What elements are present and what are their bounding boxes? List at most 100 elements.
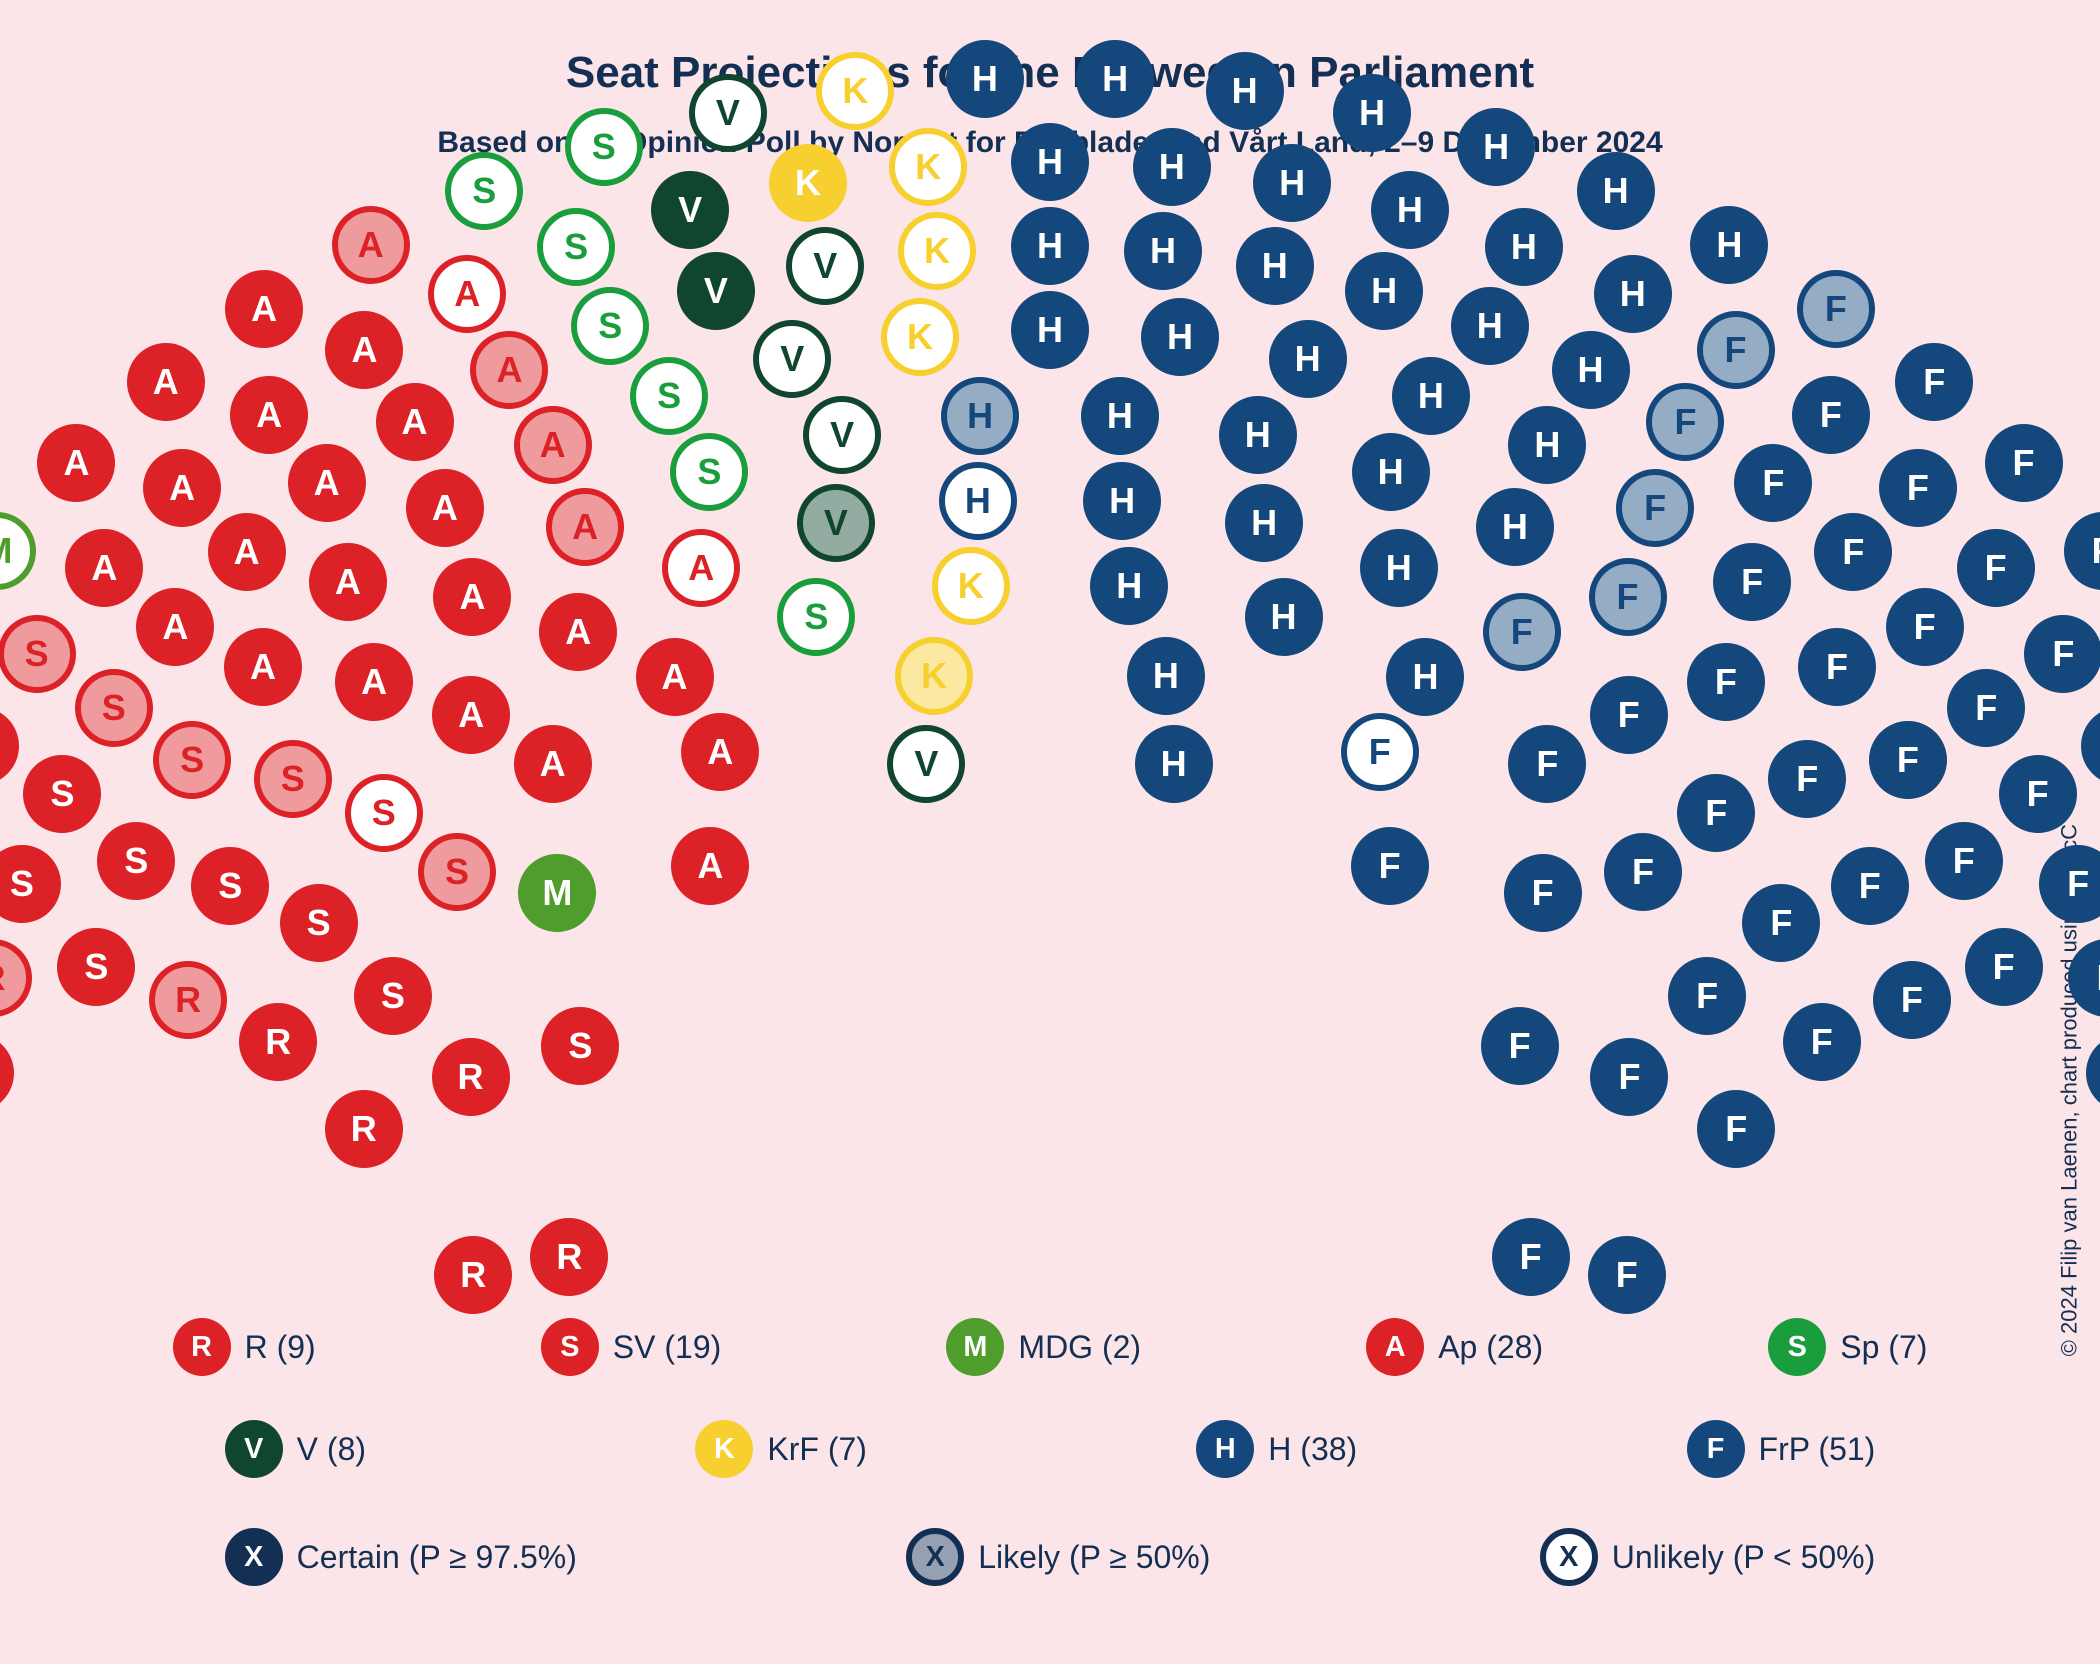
seat-frp: F [1925,822,2003,900]
legend-label: H (38) [1268,1431,1357,1468]
seat-ap: A [332,206,410,284]
seat-ap: A [143,449,221,527]
legend-entry-frp: FFrP (51) [1687,1420,1876,1478]
seat-r: R [0,939,32,1017]
seat-frp: F [2064,512,2100,590]
seat-ap: A [428,255,506,333]
seat-mdg: M [0,512,36,590]
legend-label: Likely (P ≥ 50%) [978,1539,1210,1576]
seat-frp: F [1783,1003,1861,1081]
seat-h: H [1371,171,1449,249]
legend-certainty-certain: XCertain (P ≥ 97.5%) [225,1528,577,1586]
legend-swatch: S [541,1318,599,1376]
seat-sv: S [153,721,231,799]
seat-ap: A [208,513,286,591]
seat-r: R [325,1090,403,1168]
seat-frp: F [1965,928,2043,1006]
seat-frp: F [1869,721,1947,799]
seat-frp: F [1481,1007,1559,1085]
seat-sp: S [630,357,708,435]
seat-v: V [887,725,965,803]
seat-frp: F [1616,469,1694,547]
seat-krf: K [769,144,847,222]
seat-r: R [149,961,227,1039]
seat-h: H [1345,252,1423,330]
seat-r: R [239,1003,317,1081]
seat-h: H [1577,152,1655,230]
seat-sv: S [191,847,269,925]
seat-frp: F [1668,957,1746,1035]
legend-swatch: X [225,1528,283,1586]
seat-frp: F [1831,847,1909,925]
seat-sv: S [75,669,153,747]
legend-entry-h: HH (38) [1196,1420,1357,1478]
seat-h: H [1206,52,1284,130]
legend-label: Ap (28) [1438,1329,1543,1366]
legend-label: SV (19) [613,1329,721,1366]
seat-h: H [1352,433,1430,511]
seat-frp: F [1985,424,2063,502]
seat-ap: A [65,529,143,607]
seat-frp: F [1351,827,1429,905]
seat-v: V [797,484,875,562]
seat-h: H [1485,208,1563,286]
seat-sp: S [670,433,748,511]
legend-swatch: V [225,1420,283,1478]
legend-swatch: X [906,1528,964,1586]
seat-h: H [1219,396,1297,474]
seat-sv: S [0,707,19,785]
seat-krf: K [932,547,1010,625]
seat-h: H [1333,74,1411,152]
seat-frp: F [1687,643,1765,721]
seat-h: H [1690,206,1768,284]
seat-frp: F [1713,543,1791,621]
seat-ap: A [636,638,714,716]
legend-party-row: VV (8)KKrF (7)HH (38)FFrP (51) [60,1420,2040,1478]
seat-ap: A [539,593,617,671]
legend-swatch: F [1687,1420,1745,1478]
seat-v: V [786,227,864,305]
legend-swatch: A [1366,1318,1424,1376]
seat-h: H [1457,108,1535,186]
legend-entry-r: RR (9) [173,1318,316,1376]
seat-sv: S [23,755,101,833]
seat-frp: F [1797,270,1875,348]
chart-root: Seat Projections for the Norwegian Parli… [0,0,2100,1664]
seat-h: H [1133,128,1211,206]
seat-h: H [1269,320,1347,398]
seat-ap: A [224,628,302,706]
legend-label: Sp (7) [1840,1329,1927,1366]
seat-frp: F [1742,884,1820,962]
legend-certainty-row: XCertain (P ≥ 97.5%)XLikely (P ≥ 50%)XUn… [60,1528,2040,1586]
seat-h: H [1127,637,1205,715]
legend-entry-mdg: MMDG (2) [946,1318,1141,1376]
legend-entry-ap: A Ap (28) [1366,1318,1543,1376]
legend-certainty-likely: X Likely (P ≥ 50%) [906,1528,1210,1586]
seat-h: H [1011,291,1089,369]
seat-ap: A [37,424,115,502]
seat-frp: F [1504,854,1582,932]
seat-ap: A [309,543,387,621]
seat-h: H [1552,331,1630,409]
seat-h: H [1360,529,1438,607]
seat-h: H [1508,406,1586,484]
seat-frp: F [1814,513,1892,591]
seat-frp: F [1873,961,1951,1039]
seat-sv: S [0,845,61,923]
legend-swatch: M [946,1318,1004,1376]
legend-entry-v: VV (8) [225,1420,366,1478]
seat-h: H [1141,298,1219,376]
legend-label: R (9) [245,1329,316,1366]
seat-h: H [1451,287,1529,365]
seat-frp: F [1646,383,1724,461]
seat-frp: F [1677,774,1755,852]
seat-frp: F [2039,845,2100,923]
seat-ap: A [325,311,403,389]
seat-r: R [432,1038,510,1116]
seat-mdg: M [518,854,596,932]
seat-frp: F [2024,615,2100,693]
seat-krf: K [895,637,973,715]
seat-ap: A [376,383,454,461]
seat-ap: A [662,529,740,607]
seat-h: H [1011,123,1089,201]
